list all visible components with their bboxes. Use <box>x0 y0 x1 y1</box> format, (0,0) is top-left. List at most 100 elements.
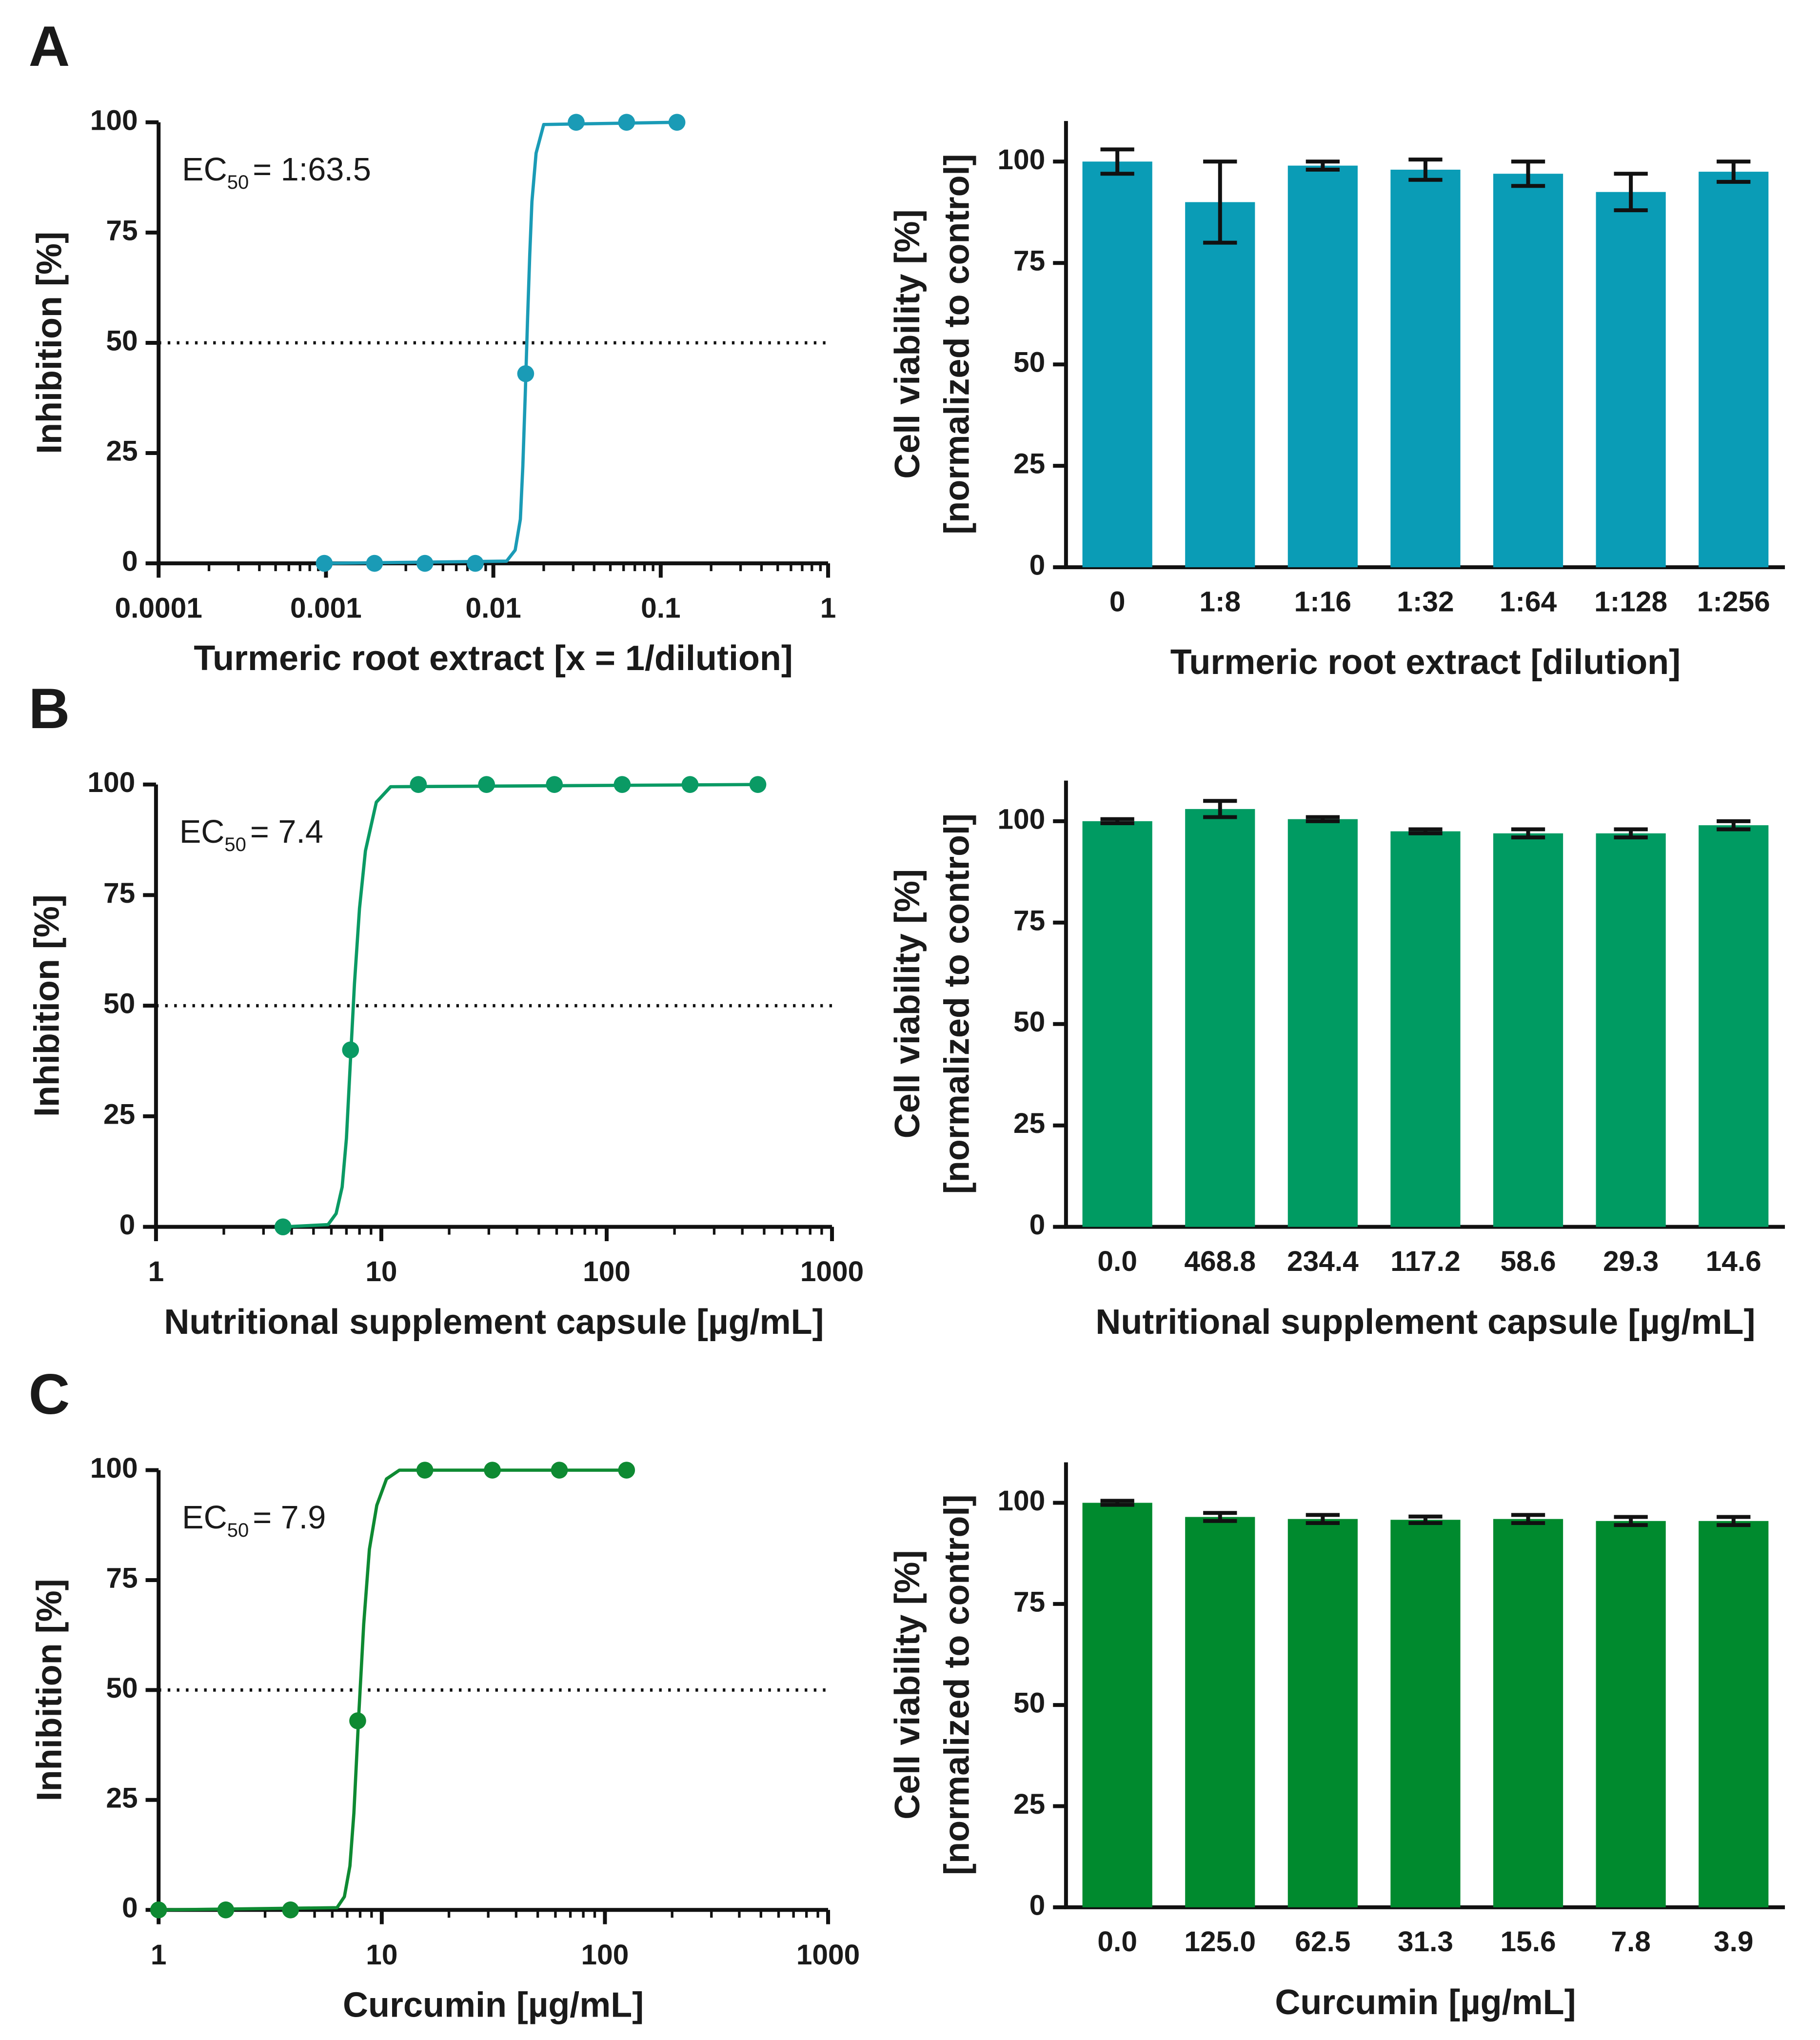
y-tick-label: 0 <box>1029 1209 1046 1241</box>
bar <box>1699 1521 1769 1907</box>
bar <box>1390 1520 1461 1907</box>
data-point <box>282 1901 299 1919</box>
error-bar <box>1100 147 1134 176</box>
x-tick-label: 1 <box>820 593 836 624</box>
error-bar <box>1203 799 1237 819</box>
x-tick-label: 1:256 <box>1697 586 1770 617</box>
y-axis-title: Inhibition [%] <box>30 232 69 454</box>
data-point <box>484 1462 501 1479</box>
bar <box>1390 831 1461 1227</box>
data-point <box>517 365 534 382</box>
data-point <box>342 1041 359 1059</box>
x-tick-label: 0.0 <box>1097 1926 1137 1958</box>
error-bar <box>1614 1515 1648 1527</box>
bar <box>1493 833 1563 1227</box>
y-tick-label: 25 <box>106 436 138 467</box>
y-axis-title: Inhibition [%] <box>27 894 66 1117</box>
y-tick-label: 25 <box>1013 1788 1045 1820</box>
x-tick-label: 1000 <box>800 1256 864 1287</box>
data-point <box>551 1462 568 1479</box>
error-bar <box>1511 1513 1545 1525</box>
error-bar <box>1408 827 1443 835</box>
annotation: EC50 = 7.4 <box>179 814 323 855</box>
error-bar <box>1306 1513 1340 1525</box>
error-bar <box>1100 817 1134 825</box>
y-tick-label: 0 <box>119 1209 136 1241</box>
x-tick-label: 468.8 <box>1184 1246 1256 1277</box>
y-tick-label: 100 <box>997 144 1045 176</box>
bar <box>1699 172 1769 568</box>
x-tick-label: 1:8 <box>1199 586 1241 617</box>
annotation: EC50 = 7.9 <box>182 1500 326 1541</box>
x-tick-label: 125.0 <box>1184 1926 1256 1958</box>
bar <box>1082 821 1152 1227</box>
y-tick-label: 75 <box>106 1562 138 1594</box>
error-bar <box>1203 1511 1237 1523</box>
y-axis-title: Cell viability [%] <box>888 869 927 1138</box>
x-tick-label: 1 <box>151 1939 167 1971</box>
y-tick-label: 100 <box>87 767 135 798</box>
bar <box>1596 833 1666 1227</box>
x-tick-label: 1:32 <box>1397 586 1454 617</box>
y-tick-label: 0 <box>122 1892 138 1924</box>
error-bar <box>1511 827 1545 840</box>
bar <box>1493 174 1563 568</box>
y-tick-label: 0 <box>1029 1889 1046 1921</box>
y-tick-label: 50 <box>1013 1687 1045 1719</box>
error-bar <box>1717 819 1751 832</box>
y-tick-label: 75 <box>1013 905 1045 936</box>
y-tick-label: 100 <box>90 1452 138 1484</box>
data-point <box>749 776 767 793</box>
annotation: EC50 = 1:63.5 <box>182 152 371 193</box>
error-bar <box>1306 159 1340 172</box>
x-tick-label: 31.3 <box>1398 1926 1453 1958</box>
panel-label: C <box>29 1362 70 1426</box>
data-point <box>410 776 427 793</box>
data-point <box>618 114 635 131</box>
bar <box>1390 169 1461 568</box>
x-tick-label: 3.9 <box>1714 1926 1754 1958</box>
annotation-subscript: 50 <box>227 1519 249 1541</box>
error-bar <box>1717 159 1751 184</box>
y-tick-label: 25 <box>103 1098 135 1130</box>
data-point <box>416 1462 434 1479</box>
bar <box>1082 161 1152 568</box>
annotation-subscript: 50 <box>224 834 246 855</box>
x-axis-title: Curcumin [µg/mL] <box>1275 1983 1576 2022</box>
y-axis-title: Inhibition [%] <box>30 1579 69 1801</box>
data-point <box>349 1712 366 1729</box>
data-point <box>668 114 686 131</box>
data-point <box>568 114 585 131</box>
x-tick-label: 1000 <box>796 1939 860 1971</box>
annotation-value: = 7.4 <box>250 814 323 850</box>
y-tick-label: 100 <box>997 803 1045 835</box>
data-point <box>316 555 333 572</box>
x-tick-label: 10 <box>365 1256 397 1287</box>
bar <box>1185 1517 1255 1907</box>
y-tick-label: 25 <box>1013 448 1045 480</box>
data-point <box>416 555 434 572</box>
bar <box>1699 825 1769 1227</box>
data-point <box>546 776 563 793</box>
x-tick-label: 58.6 <box>1500 1246 1556 1277</box>
x-tick-label: 62.5 <box>1295 1926 1350 1958</box>
bar <box>1287 165 1358 568</box>
annotation-value: = 1:63.5 <box>253 152 371 188</box>
panel-label: A <box>29 14 70 78</box>
x-tick-label: 0.0 <box>1097 1246 1137 1277</box>
x-tick-label: 0.01 <box>466 593 521 624</box>
data-point <box>217 1901 235 1919</box>
x-axis-title: Curcumin [µg/mL] <box>343 1985 644 2024</box>
y-tick-label: 75 <box>1013 1586 1045 1618</box>
x-tick-label: 0 <box>1109 586 1126 617</box>
y-axis-title: Cell viability [%] <box>888 209 927 478</box>
data-point <box>274 1218 292 1236</box>
data-point <box>613 776 631 793</box>
data-point <box>478 776 495 793</box>
y-tick-label: 50 <box>106 1672 138 1704</box>
data-point <box>150 1901 167 1919</box>
error-bar <box>1203 159 1237 245</box>
fit-curve <box>283 783 758 1228</box>
x-tick-label: 14.6 <box>1706 1246 1761 1277</box>
